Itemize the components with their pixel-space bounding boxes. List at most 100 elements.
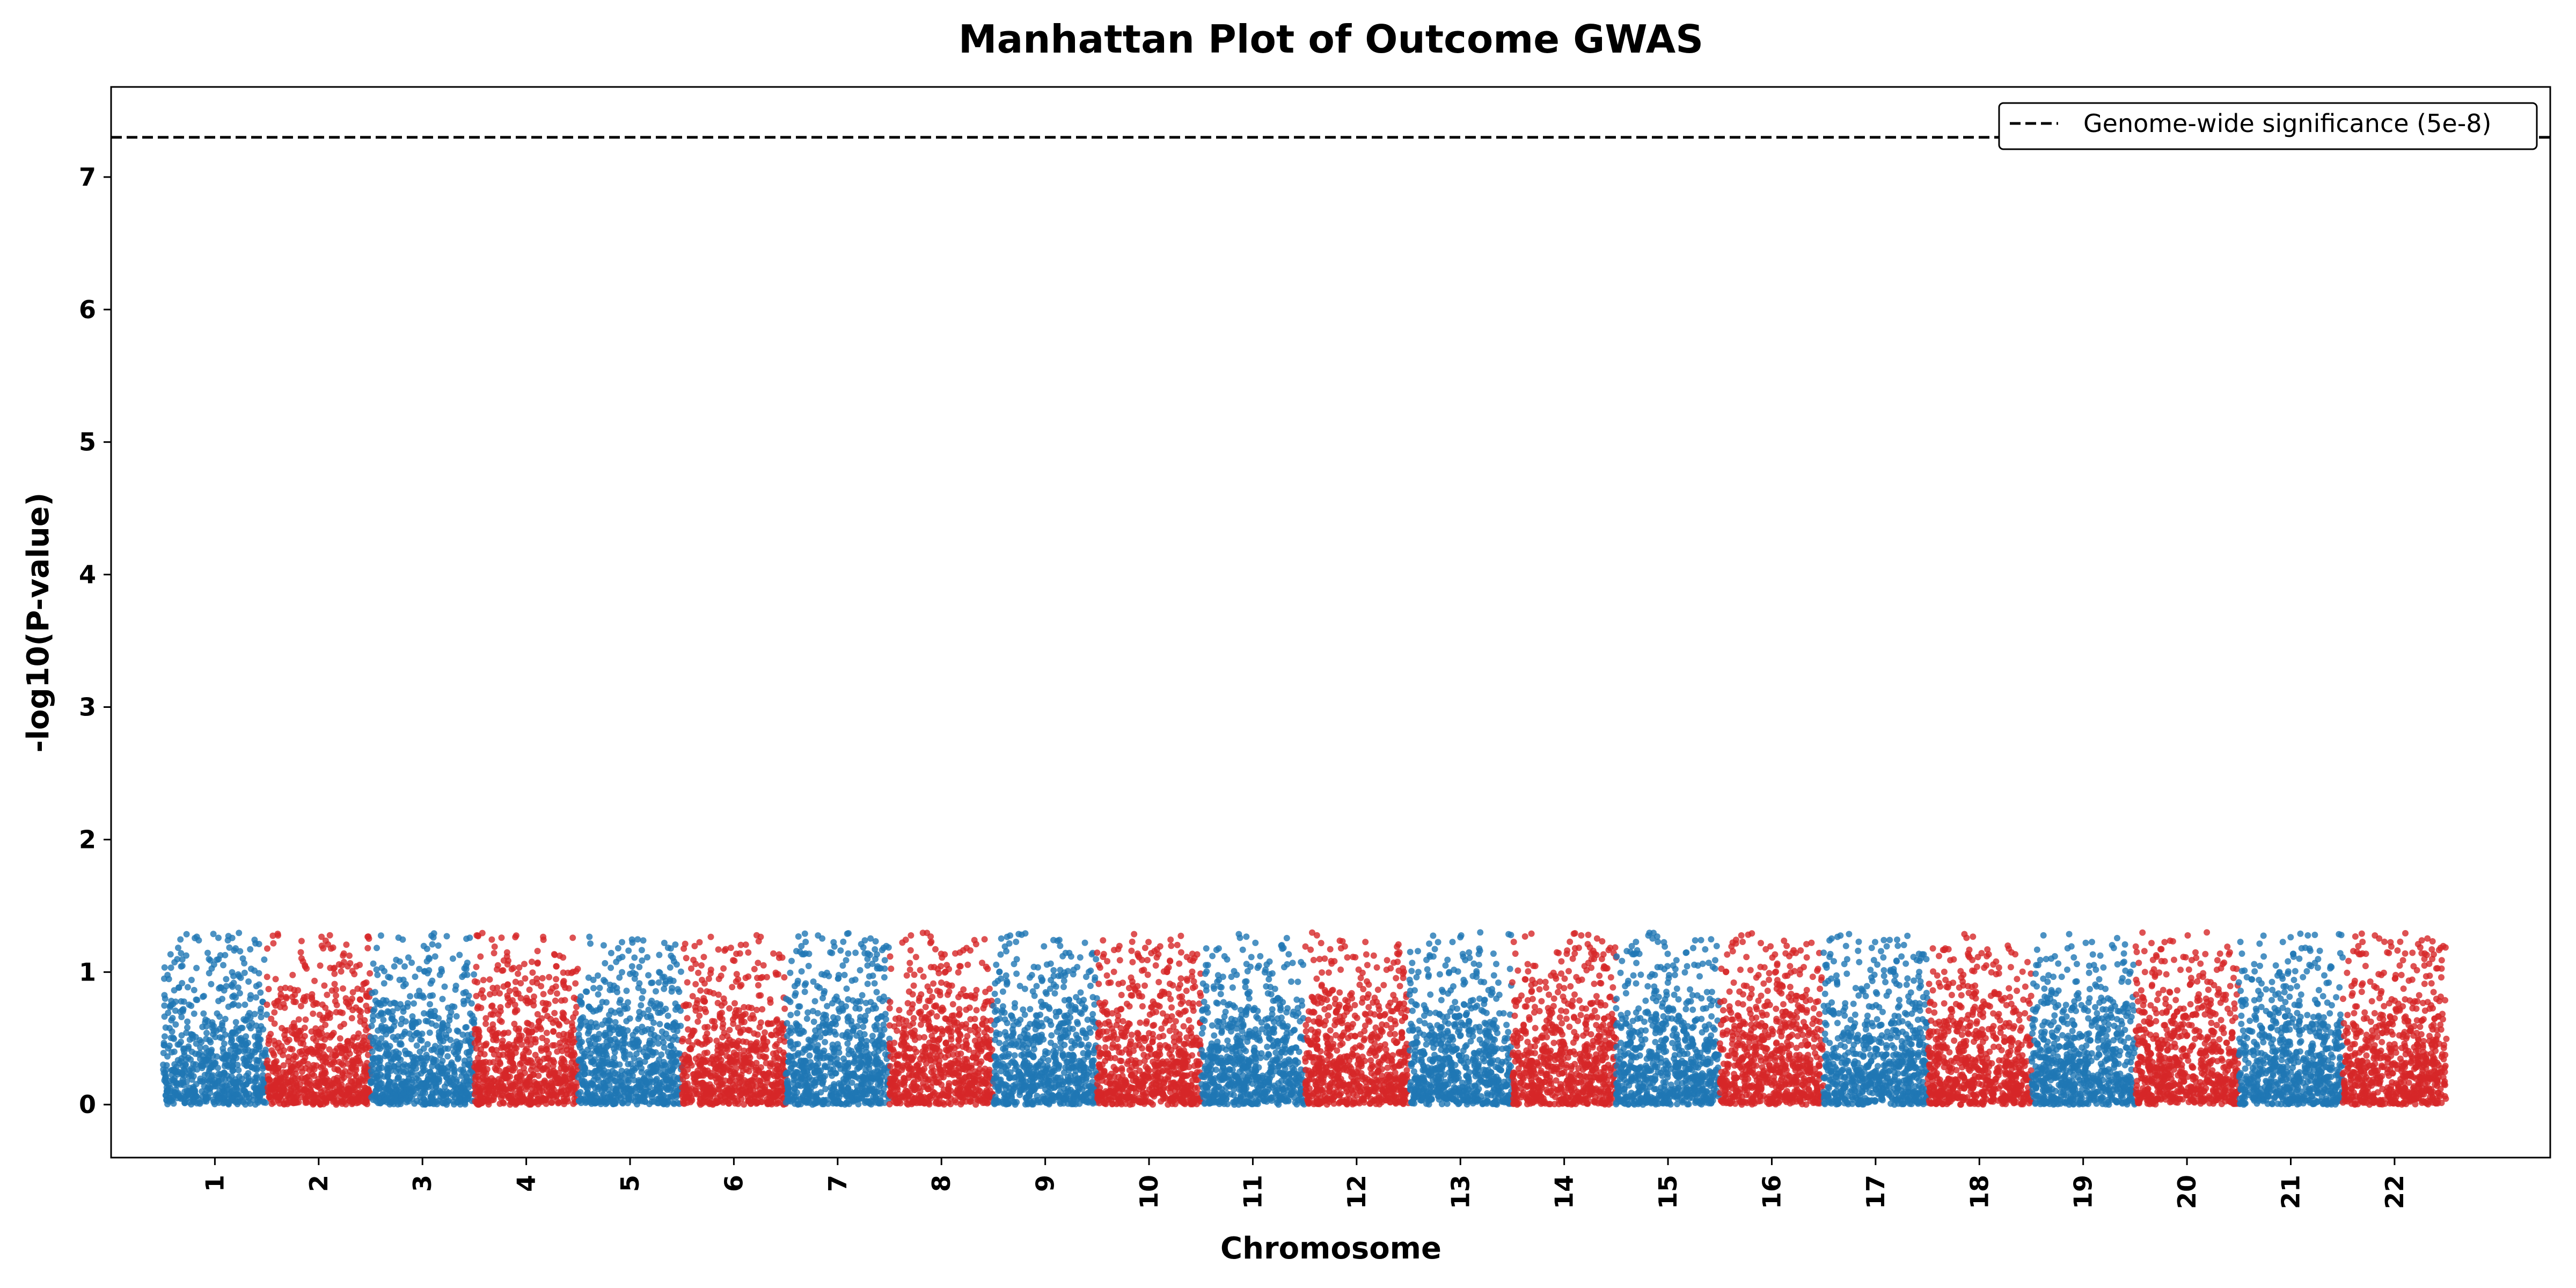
snp-point [731, 957, 737, 964]
snp-point [603, 1051, 610, 1058]
snp-point [513, 979, 519, 985]
snp-point [420, 994, 427, 1001]
snp-point [639, 1023, 645, 1030]
snp-point [559, 1077, 566, 1084]
snp-point [773, 1050, 780, 1056]
snp-point [480, 977, 487, 983]
snp-point [273, 976, 279, 982]
snp-point [285, 1077, 291, 1084]
snp-point [550, 1028, 557, 1035]
snp-point [755, 1031, 761, 1038]
snp-point [191, 1088, 197, 1094]
snp-point [460, 998, 467, 1004]
snp-point [694, 1039, 700, 1045]
snp-point [241, 1001, 248, 1008]
snp-point [359, 1047, 365, 1053]
snp-point [854, 1023, 861, 1029]
snp-point [213, 1083, 219, 1089]
snp-point [330, 1057, 336, 1064]
snp-point [762, 1029, 768, 1036]
snp-point [298, 938, 305, 945]
snp-point [767, 999, 774, 1006]
snp-point [370, 1041, 376, 1047]
snp-point [455, 1041, 461, 1048]
snp-point [332, 981, 338, 987]
snp-point [500, 1099, 506, 1106]
snp-point [812, 1027, 818, 1034]
snp-point [665, 1013, 671, 1019]
snp-point [224, 1086, 231, 1093]
snp-point [555, 1021, 562, 1027]
snp-point [656, 1056, 662, 1063]
snp-point [397, 1040, 404, 1046]
snp-point [169, 1049, 175, 1056]
snp-point [573, 1084, 580, 1090]
snp-point [766, 1089, 772, 1095]
snp-point [351, 971, 357, 977]
snp-point [795, 1003, 802, 1009]
snp-point [881, 1026, 888, 1033]
snp-point [216, 985, 222, 992]
snp-point [857, 998, 863, 1005]
snp-point [802, 980, 809, 987]
snp-point [440, 1058, 446, 1064]
snp-point [188, 1002, 194, 1009]
snp-point [865, 950, 871, 957]
snp-point [821, 1099, 828, 1105]
snp-point [797, 1058, 804, 1065]
snp-point [625, 947, 632, 954]
snp-point [787, 1040, 793, 1046]
snp-point [869, 1085, 875, 1092]
snp-point [271, 1009, 277, 1016]
snp-point [657, 1001, 664, 1008]
snp-point [730, 1081, 736, 1088]
snp-point [368, 1094, 375, 1101]
snp-point [729, 984, 735, 990]
snp-point [553, 963, 559, 970]
snp-point [443, 1101, 450, 1108]
snp-point [645, 1053, 651, 1060]
snp-point [858, 1036, 865, 1042]
snp-point [684, 1015, 691, 1021]
snp-point [381, 980, 387, 986]
snp-point [210, 1023, 217, 1029]
snp-point [729, 1075, 735, 1081]
snp-point [253, 994, 259, 1001]
snp-point [472, 1026, 478, 1033]
snp-point [264, 1001, 270, 1008]
snp-point [256, 1030, 262, 1037]
snp-point [840, 939, 846, 945]
snp-point [539, 975, 546, 982]
snp-point [492, 1065, 499, 1072]
snp-point [241, 960, 247, 967]
snp-point [394, 1076, 401, 1082]
snp-point [492, 990, 498, 996]
snp-point [695, 970, 701, 976]
snp-point [655, 1034, 661, 1041]
snp-point [422, 1090, 428, 1096]
snp-point [308, 1099, 314, 1106]
snp-point [835, 975, 841, 982]
snp-point [450, 1063, 457, 1070]
snp-point [483, 1070, 489, 1077]
snp-point [781, 974, 787, 980]
snp-point [409, 1013, 416, 1020]
snp-point [343, 995, 349, 1001]
snp-point [440, 1021, 446, 1028]
snp-point [764, 1075, 771, 1081]
snp-point [872, 980, 878, 986]
snp-point [715, 992, 722, 998]
snp-point [225, 1004, 232, 1010]
snp-point [368, 1068, 375, 1074]
snp-point [772, 1043, 778, 1049]
snp-point [497, 1060, 503, 1067]
snp-point [305, 1073, 312, 1080]
snp-point [522, 975, 529, 982]
snp-point [756, 1069, 763, 1075]
snp-point [380, 997, 386, 1004]
snp-point [587, 940, 594, 947]
snp-point [279, 1025, 285, 1031]
snp-point [509, 1082, 516, 1088]
snp-point [484, 1087, 491, 1093]
snp-point [230, 1030, 236, 1036]
